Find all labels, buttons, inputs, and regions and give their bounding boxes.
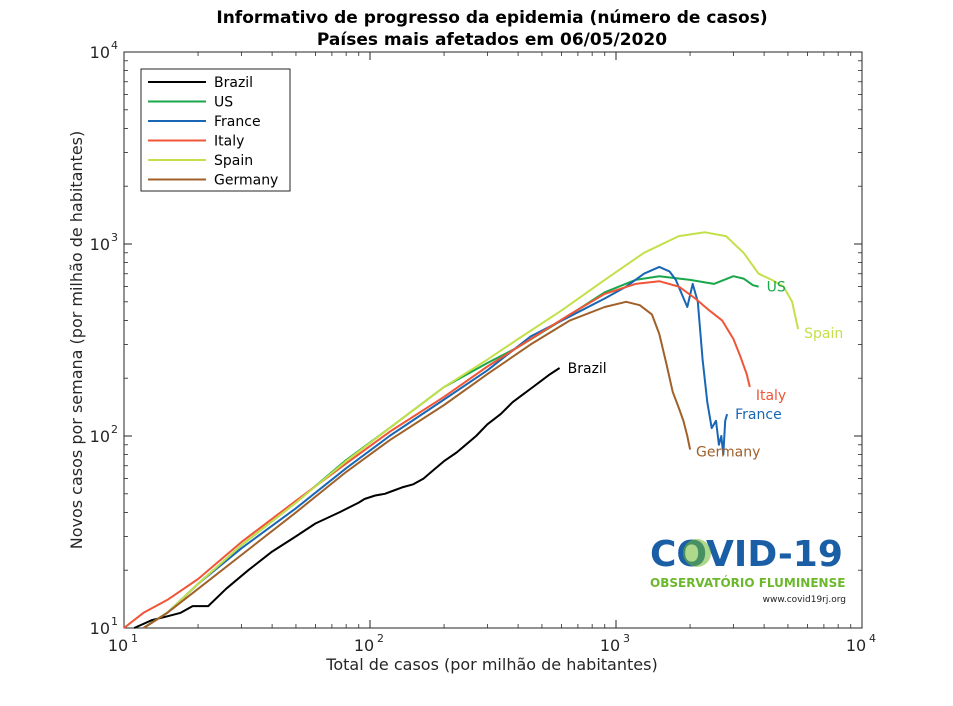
series-line-italy [123, 280, 751, 629]
y-tick-label: 10 [90, 619, 110, 638]
covid19-logo: COVID-19 OBSERVATÓRIO FLUMINENSE www.cov… [650, 534, 846, 605]
series-lines [123, 231, 800, 629]
legend-label-italy: Italy [214, 134, 244, 150]
legend-label-france: France [214, 114, 261, 130]
y-tick-exponent: 4 [111, 39, 118, 52]
legend-label-spain: Spain [214, 153, 253, 169]
chart-subtitle: Países mais afetados em 06/05/2020 [317, 30, 667, 50]
series-line-france [142, 265, 729, 629]
axis-ticks: 10 1 10 2 10 3 10 410 110 210 310 4 [90, 39, 876, 655]
series-end-label-france: France [735, 407, 782, 423]
chart-title: Informativo de progresso da epidemia (nú… [216, 8, 767, 28]
y-tick-exponent: 3 [111, 231, 118, 244]
x-tick-exponent: 2 [377, 632, 384, 645]
series-end-label-brazil: Brazil [568, 361, 607, 377]
logo-title: COVID-19 [650, 534, 843, 575]
x-tick-label: 10 [846, 636, 866, 655]
x-axis-label: Total de casos (por milhão de habitantes… [325, 655, 657, 674]
y-tick-exponent: 1 [111, 615, 118, 628]
logo-url: www.covid19rj.org [763, 595, 846, 605]
logo-subtitle: OBSERVATÓRIO FLUMINENSE [650, 575, 845, 590]
legend: Brazil US France Italy Spain Germany [140, 68, 291, 192]
y-tick-label: 10 [90, 427, 110, 446]
series-end-label-germany: Germany [696, 445, 760, 461]
legend-label-brazil: Brazil [214, 75, 253, 91]
x-tick-exponent: 4 [869, 632, 876, 645]
series-end-label-us: US [767, 280, 786, 296]
series-line-spain [142, 231, 800, 629]
x-tick-label: 10 [108, 636, 128, 655]
y-tick-exponent: 2 [111, 423, 118, 436]
y-tick-label: 10 [90, 43, 110, 62]
y-axis-label: Novos casos por semana (por milhão de ha… [67, 131, 86, 550]
series-line-germany [142, 300, 692, 629]
x-tick-label: 10 [354, 636, 374, 655]
series-line-brazil [133, 367, 561, 629]
x-tick-exponent: 1 [131, 632, 138, 645]
x-tick-exponent: 3 [623, 632, 630, 645]
series-end-label-italy: Italy [756, 388, 786, 404]
y-tick-label: 10 [90, 235, 110, 254]
x-tick-label: 10 [600, 636, 620, 655]
legend-label-germany: Germany [214, 173, 278, 189]
series-end-labels: Brazil US France Italy Spain Germany [568, 280, 844, 461]
series-end-label-spain: Spain [804, 326, 843, 342]
virus-icon [683, 539, 711, 567]
legend-box [140, 68, 291, 192]
legend-label-us: US [214, 95, 233, 111]
